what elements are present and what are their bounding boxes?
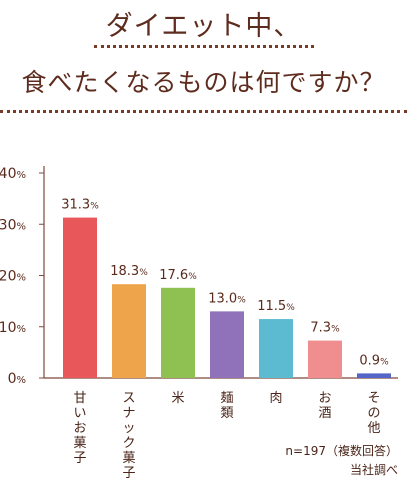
category-label: 肉 [269, 391, 282, 406]
page-subtitle: 食べたくなるものは何ですか？ [21, 68, 386, 97]
bar-7 [357, 373, 391, 378]
data-label: 0.9% [359, 353, 389, 368]
category-label: その他 [367, 391, 380, 436]
bar-5 [259, 319, 293, 378]
data-label: 17.6% [159, 268, 197, 283]
y-tick-label: 10% [0, 320, 26, 336]
bar-4 [210, 311, 244, 378]
bar-chart: 0% 10% 20% 30% 40% 31.3% 甘いお菓子 18.3% スナック菓子 17.6%… [0, 166, 398, 481]
sample-size-note: n=197（複数回答） [285, 443, 398, 458]
y-tick-label: 20% [0, 269, 26, 285]
page-title: ダイエット中、 [105, 11, 302, 42]
data-label: 7.3% [310, 321, 340, 336]
bar-3 [161, 287, 195, 378]
data-label: 11.5% [257, 299, 295, 314]
data-label: 18.3% [110, 264, 148, 279]
y-tick-label: 40% [0, 166, 26, 182]
bar-6 [308, 340, 342, 378]
title-divider [94, 45, 314, 48]
data-label: 31.3% [61, 198, 99, 213]
source-note: 当社調べ [350, 462, 398, 477]
y-tick-label: 0% [8, 371, 26, 387]
data-label: 13.0% [208, 291, 246, 306]
category-label: スナック菓子 [122, 391, 135, 481]
bar-1 [63, 217, 97, 378]
subtitle-divider [0, 110, 407, 113]
bar-2 [112, 284, 146, 378]
category-label: 米 [171, 391, 184, 406]
y-tick-label: 30% [0, 217, 26, 233]
category-label: 甘いお菓子 [73, 391, 86, 466]
category-label: 麺類 [220, 391, 233, 421]
category-label: お酒 [318, 391, 331, 421]
